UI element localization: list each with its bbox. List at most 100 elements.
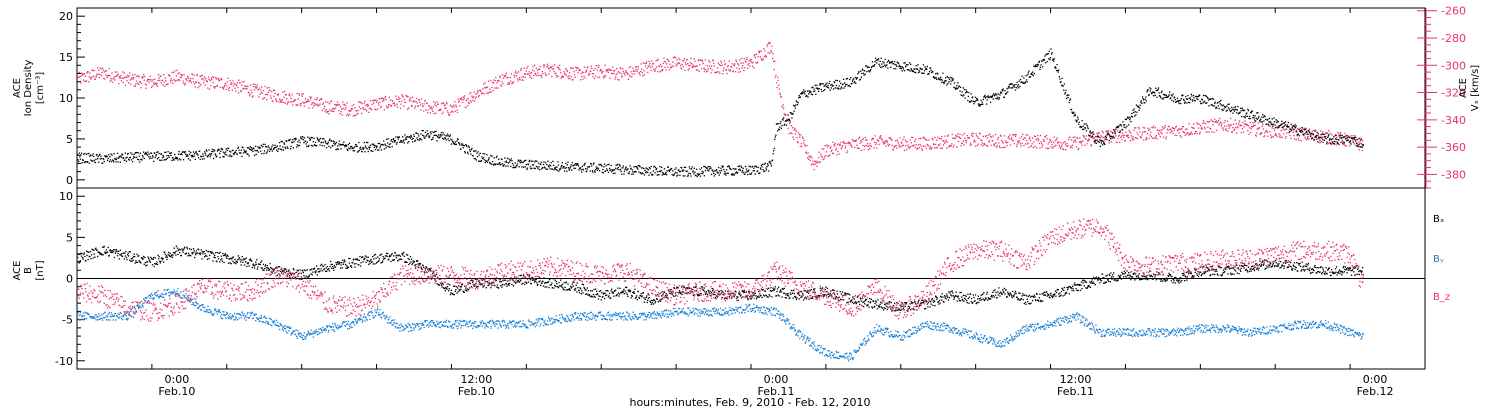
velocity-series-point [111, 72, 113, 74]
density-series-point [428, 135, 430, 137]
density-series-point [1012, 87, 1014, 89]
velocity-series-point [236, 84, 238, 87]
velocity-series-point [855, 140, 857, 142]
density-series-point [394, 141, 396, 143]
density-series-point [699, 175, 702, 177]
velocity-series-point [374, 108, 376, 110]
density-series-point [390, 140, 392, 142]
velocity-series-point [1086, 143, 1088, 145]
density-series-point [256, 149, 258, 152]
velocity-series-point [992, 140, 994, 142]
velocity-series-point [917, 148, 919, 150]
density-series-point [1346, 140, 1348, 142]
velocity-series-point [1083, 135, 1085, 137]
density-series-point [1033, 65, 1035, 67]
velocity-series-point [458, 101, 460, 103]
density-series-point [1063, 83, 1065, 85]
density-series-point [1273, 121, 1276, 123]
velocity-series-point [339, 113, 341, 115]
density-series-point [1080, 125, 1082, 128]
velocity-series-point [156, 83, 158, 85]
density-series-point [1089, 131, 1091, 133]
density-series-point [776, 123, 778, 125]
density-series-point [210, 153, 212, 155]
velocity-series-point [683, 58, 685, 60]
velocity-series-point [222, 87, 224, 89]
density-series-point [519, 162, 521, 164]
velocity-series-point [488, 91, 490, 93]
density-series-point [1016, 87, 1018, 89]
density-series-point [1047, 52, 1049, 55]
velocity-series-point [312, 101, 314, 104]
density-series-point [856, 77, 859, 79]
density-series-point [851, 80, 854, 82]
velocity-series-point [313, 103, 316, 105]
velocity-series-point [984, 144, 986, 146]
velocity-series-point [1196, 122, 1198, 124]
velocity-series-point [337, 101, 339, 103]
density-series-point [214, 150, 216, 152]
density-series-point [1329, 138, 1331, 140]
bx-series-point [121, 255, 124, 257]
velocity-series-point [1201, 127, 1203, 129]
bx-series-point [112, 251, 114, 253]
bx-series-point [170, 256, 172, 258]
density-series-point [630, 167, 632, 169]
density-series-point [631, 173, 633, 175]
density-series-point [698, 173, 700, 176]
velocity-series-point [784, 113, 786, 116]
velocity-series-point [212, 77, 215, 79]
velocity-series-point [1268, 125, 1270, 127]
velocity-series-point [409, 98, 411, 100]
density-series-point [776, 130, 779, 132]
velocity-series-point [1028, 146, 1030, 149]
density-series-point [479, 160, 481, 162]
density-series-point [1078, 123, 1080, 125]
velocity-series-point [911, 145, 913, 147]
density-series-point [965, 89, 967, 91]
density-series-point [276, 145, 278, 147]
velocity-series-point [661, 65, 663, 68]
density-series-point [1344, 138, 1347, 140]
density-series-point [752, 165, 754, 168]
density-series-point [889, 61, 891, 64]
velocity-series-point [744, 67, 746, 69]
density-series-point [324, 141, 327, 143]
velocity-series-point [243, 81, 245, 83]
velocity-series-point [947, 135, 949, 137]
velocity-series-point [1192, 123, 1195, 125]
density-series-point [1325, 137, 1327, 140]
velocity-series-point [897, 143, 900, 145]
velocity-series-point [1135, 137, 1138, 139]
density-series-point [83, 153, 85, 155]
velocity-series-point [498, 80, 500, 82]
velocity-series-point [1299, 127, 1302, 129]
velocity-series-point [78, 76, 80, 79]
velocity-series-point [1042, 144, 1044, 146]
velocity-series-point [1284, 137, 1287, 139]
velocity-series-point [1304, 136, 1306, 138]
velocity-series-point [1106, 130, 1109, 132]
velocity-series-point [1227, 124, 1230, 126]
density-series-point [1320, 134, 1322, 136]
velocity-series-point [890, 138, 892, 140]
bx-series-point [160, 260, 162, 263]
density-series-point [208, 149, 210, 151]
velocity-series-point [721, 64, 723, 66]
velocity-series-point [402, 95, 404, 97]
density-series-point [714, 173, 717, 175]
density-series-point [994, 94, 996, 96]
velocity-series-point [405, 95, 408, 97]
density-series-point [912, 70, 915, 73]
bx-series-point [171, 254, 173, 256]
velocity-series-point [1096, 132, 1098, 134]
velocity-series-point [636, 70, 638, 73]
velocity-series-point [787, 127, 789, 130]
density-series-point [808, 90, 810, 92]
velocity-series-point [1051, 143, 1053, 146]
velocity-series-point [622, 68, 624, 70]
bx-series-point [77, 253, 79, 255]
velocity-series-point [1073, 141, 1075, 143]
density-series-point [218, 149, 220, 151]
velocity-series-point [1145, 138, 1147, 141]
